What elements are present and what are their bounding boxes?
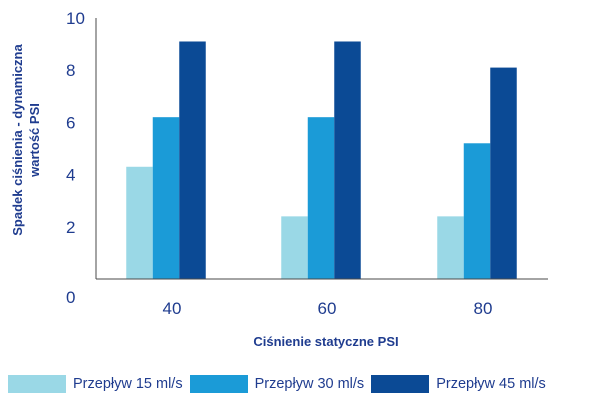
x-tick-labels: 40 60 80 <box>163 299 493 318</box>
legend: Przepływ 15 ml/s Przepływ 30 ml/s Przepł… <box>8 375 546 393</box>
legend-swatch-30 <box>189 375 248 393</box>
bars-group <box>126 41 517 280</box>
legend-item-45: Przepływ 45 ml/s <box>371 375 546 393</box>
x-tick-label: 60 <box>318 299 337 318</box>
legend-swatch-15 <box>8 375 66 393</box>
x-tick-label: 40 <box>163 299 182 318</box>
bar <box>281 216 308 279</box>
y-tick-label: 4 <box>66 166 75 185</box>
x-axis-title: Ciśnienie statyczne PSI <box>253 334 398 349</box>
legend-swatch-45 <box>371 375 430 393</box>
bar <box>126 166 153 279</box>
legend-label-45: Przepływ 45 ml/s <box>436 376 546 392</box>
legend-label-15: Przepływ 15 ml/s <box>73 376 183 392</box>
y-tick-label: 10 <box>66 9 85 28</box>
bar-chart: 0 2 4 6 8 10 40 60 80 Spadek ciśnienia - dynami… <box>10 9 548 349</box>
legend-label-30: Przepływ 30 ml/s <box>254 376 365 392</box>
x-tick-label: 80 <box>474 299 493 318</box>
y-tick-label: 6 <box>66 113 75 132</box>
y-tick-label: 2 <box>66 218 75 237</box>
bar <box>307 117 335 280</box>
legend-item-30: Przepływ 30 ml/s <box>189 375 365 393</box>
legend-item-15: Przepływ 15 ml/s <box>8 375 183 393</box>
y-tick-labels: 0 2 4 6 8 10 <box>66 9 85 307</box>
y-axis-title: Spadek ciśnienia - dynamiczna wartość PSI <box>10 44 42 236</box>
bar <box>437 216 464 279</box>
bar <box>463 143 491 279</box>
bar <box>152 117 180 280</box>
y-tick-label: 8 <box>66 61 75 80</box>
bar <box>334 41 361 279</box>
y-tick-label: 0 <box>66 288 75 307</box>
bar <box>490 67 517 279</box>
bar <box>179 41 206 279</box>
